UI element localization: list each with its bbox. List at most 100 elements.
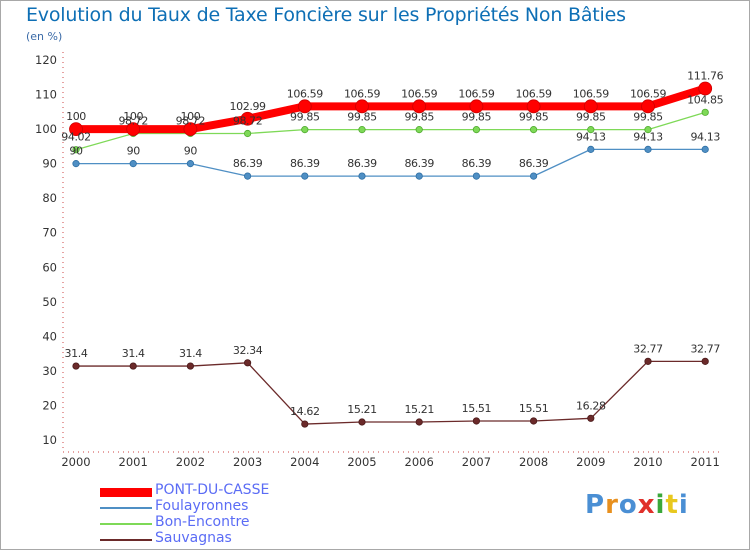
data-point (644, 357, 652, 365)
y-tick-label: 90 (42, 157, 57, 171)
legend-label: Foulayronnes (155, 498, 249, 514)
legend-swatch (100, 539, 152, 541)
logo-letter: P (585, 490, 606, 520)
data-label: 98.72 (233, 115, 263, 128)
data-label: 99.85 (462, 111, 492, 124)
data-point (301, 126, 309, 134)
data-point (129, 362, 137, 370)
data-label: 32.34 (233, 344, 263, 357)
y-tick-label: 100 (35, 122, 57, 136)
data-label: 99.85 (347, 111, 377, 124)
logo-letter: t (665, 490, 679, 520)
y-tick-label: 20 (42, 398, 57, 412)
x-tick-label: 2010 (633, 455, 662, 469)
data-label: 31.4 (65, 347, 88, 360)
data-point (186, 160, 194, 168)
data-point (587, 414, 595, 422)
data-label: 90 (69, 145, 83, 158)
data-label: 16.28 (576, 399, 606, 412)
data-label: 31.4 (179, 347, 202, 360)
data-label: 90 (184, 145, 198, 158)
proxiti-logo: Proxiti (585, 490, 689, 520)
data-point (644, 126, 652, 134)
data-point (358, 172, 366, 180)
logo-letter: x (637, 490, 656, 520)
data-point (587, 145, 595, 153)
data-point (701, 357, 709, 365)
data-label: 94.13 (633, 130, 663, 143)
data-point (72, 362, 80, 370)
data-label: 86.39 (347, 157, 377, 170)
data-label: 98.72 (118, 115, 148, 128)
series-line (75, 360, 706, 425)
x-tick-label: 2009 (576, 455, 605, 469)
legend-label: PONT-DU-CASSE (155, 482, 270, 498)
x-tick-label: 2011 (691, 455, 720, 469)
y-tick-label: 70 (42, 226, 57, 240)
data-point (358, 126, 366, 134)
logo-letter: o (618, 490, 638, 520)
data-point (412, 99, 427, 114)
data-label: 106.59 (630, 87, 666, 100)
data-point (472, 126, 480, 134)
data-label: 100 (181, 110, 201, 123)
data-point (186, 362, 194, 370)
data-point (641, 99, 655, 114)
data-point (526, 99, 541, 114)
data-point (301, 420, 309, 428)
data-label: 99.85 (290, 111, 320, 124)
legend-label: Sauvagnas (155, 530, 232, 546)
data-point (129, 160, 137, 168)
data-point (183, 122, 198, 136)
data-point (355, 99, 369, 114)
x-tick-label: 2000 (61, 455, 90, 469)
y-tick-label: 50 (42, 295, 57, 309)
data-label: 15.51 (462, 402, 492, 415)
y-tick-label: 40 (42, 329, 57, 343)
data-label: 100 (123, 110, 143, 123)
data-point (472, 172, 480, 180)
series-line (75, 148, 706, 177)
data-label: 94.02 (61, 131, 91, 144)
data-point (583, 99, 598, 114)
x-tick-label: 2004 (290, 455, 319, 469)
data-point (415, 418, 423, 426)
data-label: 86.39 (462, 157, 492, 170)
legend-label: Bon-Encontre (155, 514, 250, 530)
data-label: 106.59 (287, 87, 323, 100)
x-tick-label: 2005 (347, 455, 376, 469)
data-label: 31.4 (122, 347, 145, 360)
data-point (469, 99, 484, 114)
data-label: 86.39 (233, 157, 263, 170)
y-tick-label: 110 (35, 88, 57, 102)
x-tick-label: 2007 (462, 455, 491, 469)
y-tick-label: 80 (42, 191, 57, 205)
data-label: 100 (66, 110, 86, 123)
data-point (126, 122, 141, 136)
plot-area (64, 52, 722, 450)
data-point (240, 111, 255, 126)
data-point (701, 108, 709, 116)
data-point (297, 99, 312, 114)
logo-letter: i (678, 490, 689, 520)
data-label: 86.39 (290, 157, 320, 170)
data-label: 98.72 (176, 115, 206, 128)
data-label: 99.85 (404, 111, 434, 124)
data-label: 15.21 (347, 403, 377, 416)
data-label: 99.85 (519, 111, 549, 124)
legend-swatch (100, 507, 152, 509)
x-tick-label: 2006 (405, 455, 434, 469)
data-label: 99.85 (576, 111, 606, 124)
data-label: 15.51 (519, 402, 549, 415)
y-tick-label: 60 (42, 260, 57, 274)
legend-swatch (100, 487, 152, 497)
data-label: 106.59 (458, 87, 494, 100)
data-point (415, 172, 423, 180)
x-tick-label: 2003 (233, 455, 262, 469)
legend-swatch (100, 523, 152, 525)
series-line (75, 111, 706, 151)
data-point (587, 126, 595, 134)
data-label: 106.59 (344, 87, 380, 100)
data-label: 111.76 (687, 69, 723, 82)
